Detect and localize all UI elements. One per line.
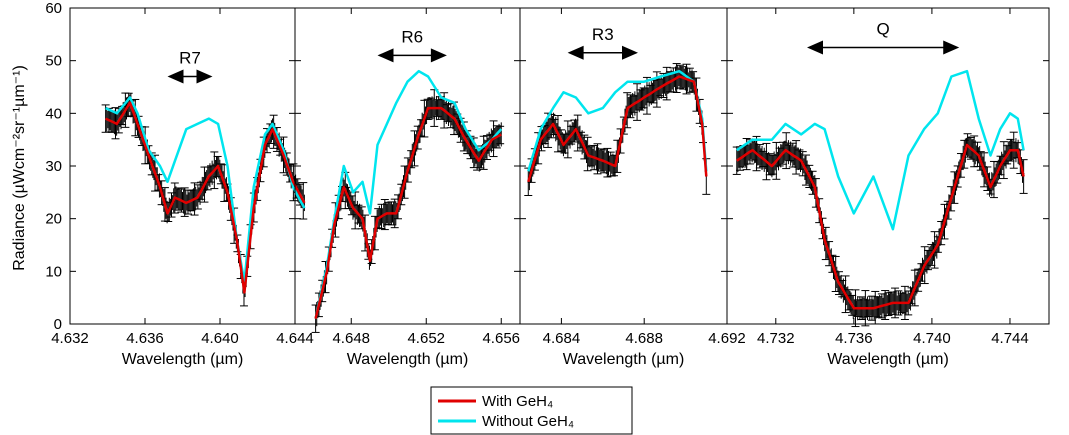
band-label: R7	[179, 48, 201, 67]
legend-label: Without GeH₄	[482, 413, 574, 430]
y-tick-label: 50	[45, 53, 62, 70]
x-tick-label: 4.632	[51, 330, 89, 347]
x-tick-label: 4.732	[757, 330, 795, 347]
x-tick-label: 4.740	[913, 330, 951, 347]
series-with-geh4	[314, 106, 502, 319]
series-without-geh4	[105, 96, 306, 284]
band-arrow-head-left	[377, 48, 394, 63]
x-tick-label: 4.644	[276, 330, 314, 347]
y-tick-label: 20	[45, 211, 62, 228]
band-arrow-head-right	[196, 69, 213, 84]
panel-4: 4.732 4.736 4.740 4.744 Wavelength (µm) Q	[726, 7, 1050, 368]
series-without-geh4	[527, 69, 708, 172]
band-arrow-head-right	[430, 48, 447, 63]
y-tick-label: 10	[45, 263, 62, 280]
x-tick-label: 4.684	[543, 330, 581, 347]
series-without-geh4	[314, 69, 503, 319]
error-bars	[524, 63, 711, 196]
series-with-geh4	[527, 75, 708, 183]
band-arrow-head-right	[621, 45, 638, 60]
legend-box	[430, 386, 633, 435]
x-axis-title: Wavelength (µm)	[827, 351, 949, 368]
legend: With GeH₄ Without GeH₄	[430, 386, 633, 435]
y-tick-label: 60	[45, 0, 62, 17]
panel-frame	[726, 7, 1050, 325]
band-label: Q	[877, 20, 890, 39]
series-with-geh4	[736, 143, 1025, 310]
x-tick-label: 4.692	[708, 330, 746, 347]
panel-1: 4.632 4.636 4.640 4.644 0 10 20 30 40 50 60 Wavelen…	[45, 0, 313, 368]
band-arrow-head-left	[167, 69, 184, 84]
panels-group: 4.632 4.636 4.640 4.644 0 10 20 30 40 50 60 Wavelen…	[45, 0, 1050, 368]
y-tick-label: 0	[54, 316, 62, 333]
band-arrow-head-right	[943, 40, 960, 55]
y-tick-label: 30	[45, 158, 62, 175]
x-axis-title: Wavelength (µm)	[122, 351, 244, 368]
band-arrow-head-left	[807, 40, 824, 55]
x-tick-label: 4.744	[991, 330, 1029, 347]
y-axis-title: Radiance (µWcm⁻²sr⁻¹µm⁻¹)	[11, 65, 28, 271]
x-tick-label: 4.736	[835, 330, 873, 347]
panel-2: 4.648 4.652 4.656 Wavelength (µm) R6	[294, 7, 521, 368]
series-without-geh4	[736, 69, 1025, 231]
error-bars	[311, 89, 505, 333]
y-tick-label: 40	[45, 105, 62, 122]
error-bars	[101, 92, 308, 307]
legend-label: With GeH₄	[482, 393, 553, 410]
x-axis-title: Wavelength (µm)	[347, 351, 469, 368]
x-tick-label: 4.656	[482, 330, 520, 347]
band-arrow-head-left	[567, 45, 584, 60]
x-tick-label: 4.640	[201, 330, 239, 347]
band-label: R3	[592, 25, 614, 44]
panel-3: 4.684 4.688 4.692 Wavelength (µm) R3	[519, 7, 746, 368]
x-tick-label: 4.636	[126, 330, 164, 347]
series-with-geh4	[105, 101, 306, 294]
x-tick-label: 4.652	[407, 330, 445, 347]
x-axis-title: Wavelength (µm)	[563, 351, 685, 368]
band-label: R6	[401, 27, 423, 46]
x-tick-label: 4.648	[332, 330, 370, 347]
x-tick-label: 4.688	[625, 330, 663, 347]
